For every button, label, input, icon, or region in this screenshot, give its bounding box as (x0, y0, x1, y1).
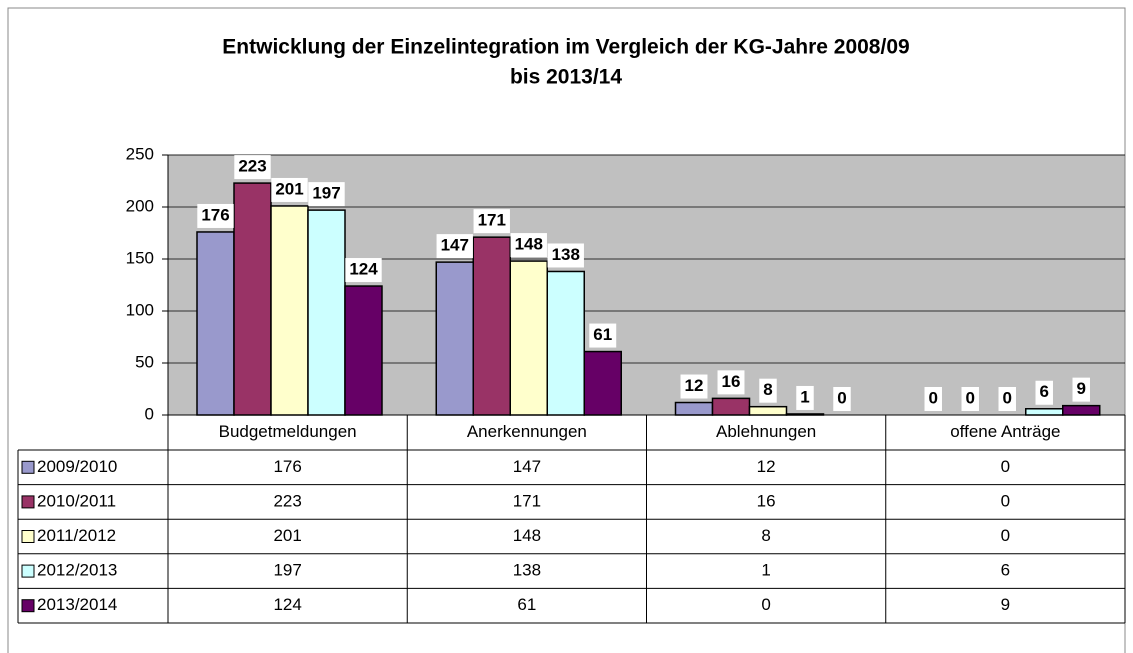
data-label-bg (1035, 380, 1053, 405)
data-label: 0 (837, 388, 846, 407)
bar (1062, 404, 1101, 416)
table-cell: 148 (513, 526, 541, 545)
data-label: 9 (1077, 379, 1086, 398)
table-cell: 0 (1001, 491, 1010, 510)
data-label-bg (473, 209, 510, 234)
data-label-bg (271, 177, 308, 202)
legend-label: 2011/2012 (37, 526, 116, 545)
table-cell: 138 (513, 561, 541, 580)
bar (472, 236, 511, 416)
x-tick-label: Budgetmeldungen (219, 422, 357, 441)
data-label-bg (436, 234, 473, 259)
y-tick-label: 200 (126, 196, 154, 215)
data-label: 124 (349, 260, 378, 279)
table-cell: 0 (1001, 457, 1010, 476)
data-label: 171 (478, 211, 506, 230)
data-label: 223 (238, 157, 266, 176)
data-label-bg (998, 387, 1016, 411)
data-label-bg (759, 378, 777, 403)
data-label: 8 (763, 380, 772, 399)
chart-title: bis 2013/14 (510, 66, 622, 89)
legend-key (21, 599, 35, 613)
legend-key (21, 460, 35, 474)
data-label-bg (234, 155, 271, 180)
table-cell: 0 (1001, 526, 1010, 545)
data-label-bg (961, 387, 979, 411)
x-tick-label: Anerkennungen (467, 422, 587, 441)
data-label-bg (833, 387, 851, 411)
table-cell: 12 (757, 457, 776, 476)
bar (546, 270, 585, 416)
table-cell: 124 (273, 595, 301, 614)
bar (674, 401, 714, 416)
y-tick-label: 150 (126, 248, 154, 267)
bar (307, 209, 346, 416)
bar (748, 405, 788, 416)
table-cell: 147 (513, 457, 541, 476)
table-cell: 6 (1001, 561, 1010, 580)
data-label-bg (308, 182, 345, 207)
bar (233, 182, 272, 416)
bar (196, 231, 235, 416)
data-label: 197 (312, 184, 340, 203)
bar (344, 285, 383, 416)
legend-label: 2013/2014 (37, 595, 117, 614)
table-cell: 9 (1001, 595, 1010, 614)
table-cell: 8 (761, 526, 770, 545)
data-label: 147 (441, 236, 469, 255)
data-label-bg (1072, 377, 1090, 402)
bar (583, 350, 622, 416)
data-label: 176 (201, 205, 229, 224)
data-label-bg (924, 387, 942, 411)
data-label: 0 (966, 388, 975, 407)
bar (270, 205, 309, 416)
data-label-bg (796, 385, 814, 410)
data-label: 1 (800, 387, 809, 406)
data-label: 16 (722, 372, 741, 391)
table-cell: 176 (273, 457, 301, 476)
x-tick-label: offene Anträge (950, 422, 1060, 441)
chart-title: Entwicklung der Einzelintegration im Ver… (222, 36, 909, 59)
legend-label: 2010/2011 (37, 491, 116, 510)
data-label-bg (589, 323, 617, 348)
table-cell: 197 (273, 561, 301, 580)
bar (711, 397, 751, 416)
data-label: 6 (1040, 382, 1049, 401)
legend-label: 2012/2013 (37, 561, 117, 580)
data-label: 201 (275, 179, 303, 198)
data-label-bg (717, 370, 745, 395)
data-label-bg (510, 233, 547, 258)
y-tick-label: 50 (135, 352, 154, 371)
data-label: 0 (1003, 388, 1012, 407)
table-cell: 171 (513, 491, 541, 510)
data-label-bg (197, 203, 234, 228)
table-cell: 0 (761, 595, 770, 614)
y-tick-label: 250 (126, 144, 154, 163)
legend-key (21, 564, 35, 578)
legend-label: 2009/2010 (37, 457, 117, 476)
y-tick-label: 0 (145, 404, 154, 423)
bar (509, 260, 548, 416)
y-tick-label: 100 (126, 300, 154, 319)
table-cell: 16 (757, 491, 776, 510)
table-cell: 61 (517, 595, 536, 614)
x-tick-label: Ablehnungen (716, 422, 816, 441)
table-cell: 201 (273, 526, 301, 545)
data-label: 61 (593, 325, 612, 344)
data-label: 12 (685, 376, 704, 395)
data-label: 138 (552, 245, 580, 264)
data-label-bg (547, 243, 584, 268)
legend-key (21, 495, 35, 509)
data-label: 0 (929, 388, 938, 407)
data-label-bg (680, 374, 708, 399)
bar (1025, 408, 1064, 416)
table-cell: 223 (273, 491, 301, 510)
bar (435, 261, 474, 416)
table-cell: 1 (761, 561, 770, 580)
legend-key (21, 530, 35, 543)
data-label-bg (345, 258, 382, 283)
data-label: 148 (515, 235, 543, 254)
